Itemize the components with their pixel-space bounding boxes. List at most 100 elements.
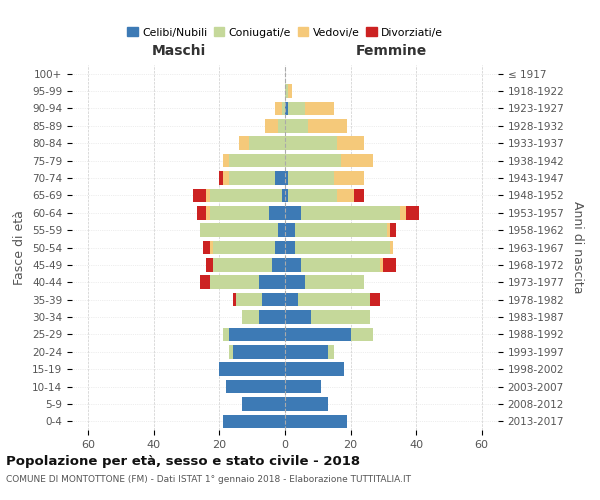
Legend: Celibi/Nubili, Coniugati/e, Vedovi/e, Divorziati/e: Celibi/Nubili, Coniugati/e, Vedovi/e, Di…: [122, 23, 448, 42]
Bar: [301, 206, 400, 220]
Bar: [285, 345, 328, 358]
Bar: [239, 136, 249, 150]
Bar: [285, 258, 301, 272]
Bar: [285, 293, 298, 306]
Bar: [200, 276, 209, 289]
Text: COMUNE DI MONTOTTONE (FM) - Dati ISTAT 1° gennaio 2018 - Elaborazione TUTTITALIA: COMUNE DI MONTOTTONE (FM) - Dati ISTAT 1…: [6, 475, 411, 484]
Bar: [285, 276, 305, 289]
Bar: [337, 136, 364, 150]
Bar: [380, 258, 383, 272]
Bar: [229, 328, 285, 341]
Bar: [354, 188, 364, 202]
Bar: [383, 258, 397, 272]
Bar: [285, 414, 347, 428]
Bar: [305, 276, 364, 289]
Bar: [282, 102, 285, 115]
Bar: [233, 293, 236, 306]
Bar: [285, 328, 350, 341]
Bar: [295, 240, 390, 254]
Bar: [341, 154, 373, 168]
Bar: [229, 154, 285, 168]
Bar: [285, 240, 295, 254]
Bar: [285, 154, 341, 168]
Bar: [220, 171, 223, 185]
Bar: [229, 345, 233, 358]
Bar: [259, 276, 285, 289]
Bar: [209, 276, 259, 289]
Bar: [278, 224, 285, 237]
Bar: [390, 224, 397, 237]
Bar: [406, 206, 419, 220]
Bar: [285, 119, 308, 132]
Bar: [285, 171, 288, 185]
Bar: [278, 119, 285, 132]
Bar: [285, 188, 288, 202]
Bar: [220, 362, 285, 376]
Bar: [223, 171, 229, 185]
Bar: [262, 293, 285, 306]
Bar: [285, 136, 337, 150]
Bar: [285, 380, 321, 394]
Bar: [213, 240, 275, 254]
Bar: [285, 224, 295, 237]
Bar: [305, 102, 334, 115]
Bar: [242, 310, 259, 324]
Bar: [272, 258, 285, 272]
Bar: [275, 240, 285, 254]
Bar: [288, 84, 292, 98]
Bar: [209, 188, 282, 202]
Bar: [233, 345, 285, 358]
Bar: [226, 380, 285, 394]
Bar: [265, 119, 278, 132]
Bar: [229, 171, 275, 185]
Bar: [223, 414, 285, 428]
Bar: [386, 224, 390, 237]
Bar: [213, 258, 272, 272]
Bar: [328, 345, 334, 358]
Bar: [288, 188, 337, 202]
Bar: [285, 397, 328, 410]
Bar: [249, 136, 285, 150]
Bar: [206, 206, 209, 220]
Bar: [285, 206, 301, 220]
Bar: [285, 310, 311, 324]
Y-axis label: Fasce di età: Fasce di età: [13, 210, 26, 285]
Bar: [295, 224, 386, 237]
Bar: [275, 171, 285, 185]
Text: Femmine: Femmine: [356, 44, 427, 58]
Bar: [285, 102, 288, 115]
Bar: [200, 224, 278, 237]
Bar: [350, 328, 373, 341]
Bar: [223, 328, 229, 341]
Bar: [285, 362, 344, 376]
Bar: [370, 293, 380, 306]
Bar: [301, 258, 380, 272]
Text: Popolazione per età, sesso e stato civile - 2018: Popolazione per età, sesso e stato civil…: [6, 455, 360, 468]
Bar: [209, 206, 269, 220]
Bar: [223, 154, 229, 168]
Bar: [288, 171, 334, 185]
Bar: [203, 240, 209, 254]
Bar: [209, 240, 213, 254]
Bar: [206, 258, 213, 272]
Bar: [236, 293, 262, 306]
Y-axis label: Anni di nascita: Anni di nascita: [571, 201, 584, 294]
Bar: [288, 102, 305, 115]
Bar: [298, 293, 370, 306]
Text: Maschi: Maschi: [151, 44, 206, 58]
Bar: [337, 188, 354, 202]
Bar: [275, 102, 282, 115]
Bar: [400, 206, 406, 220]
Bar: [308, 119, 347, 132]
Bar: [334, 171, 364, 185]
Bar: [206, 188, 209, 202]
Bar: [259, 310, 285, 324]
Bar: [269, 206, 285, 220]
Bar: [242, 397, 285, 410]
Bar: [390, 240, 393, 254]
Bar: [285, 84, 288, 98]
Bar: [282, 188, 285, 202]
Bar: [193, 188, 206, 202]
Bar: [197, 206, 206, 220]
Bar: [311, 310, 370, 324]
